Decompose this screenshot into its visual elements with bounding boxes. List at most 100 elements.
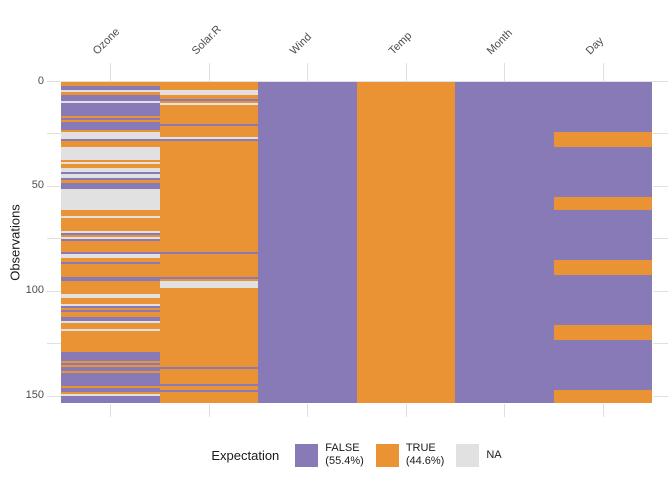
tile-run-na	[61, 237, 160, 240]
tile-run-false	[61, 396, 160, 403]
tile-run-false	[61, 316, 160, 321]
tile-run-na	[61, 146, 160, 160]
tile-run-na	[61, 174, 160, 179]
tile-run-true	[61, 331, 160, 353]
tile-run-false	[61, 239, 160, 242]
gridline-stub-bottom	[307, 404, 309, 417]
tile-run-false	[61, 352, 160, 361]
tile-run-true	[61, 257, 160, 263]
tile-run-false	[159, 98, 258, 101]
tile-run-false	[61, 366, 160, 372]
tile-run-false	[159, 383, 258, 387]
gridline-stub-top	[504, 63, 506, 82]
tile-run-false	[61, 94, 160, 101]
tile-run-true	[356, 82, 455, 403]
tile-run-true	[61, 159, 160, 162]
tile-run-true	[61, 241, 160, 252]
gridline-stub-right	[653, 238, 668, 240]
tile-run-false	[61, 251, 160, 254]
tile-run-false	[61, 86, 160, 91]
gridline-stub-top	[307, 63, 309, 82]
tile-run-false	[61, 262, 160, 265]
tile-run-true	[61, 371, 160, 374]
gridline-stub-left	[47, 290, 61, 292]
gridline-stub-right	[653, 81, 668, 82]
tile-run-false	[61, 138, 160, 141]
tile-run-false	[61, 178, 160, 181]
tile-run-true	[61, 297, 160, 305]
legend-item-label: TRUE (44.6%)	[406, 442, 445, 468]
y-tick-label: 50	[31, 179, 44, 192]
gridline-stub-top	[110, 63, 112, 82]
col-label-solar-r: Solar.R	[189, 23, 224, 58]
tile-run-true	[159, 105, 258, 124]
tile-run-false	[61, 362, 160, 365]
tile-run-true	[61, 209, 160, 217]
tile-run-false	[61, 232, 160, 235]
legend-item-true: TRUE (44.6%)	[375, 442, 445, 468]
tile-grid	[61, 82, 652, 403]
tile-run-true	[61, 163, 160, 168]
tile-run-false	[61, 373, 160, 386]
tile-run-na	[61, 320, 160, 323]
tile-run-na	[61, 329, 160, 332]
tile-run-false	[61, 117, 160, 120]
tile-run-true	[61, 322, 160, 330]
column-day	[553, 82, 652, 403]
tile-run-false	[61, 387, 160, 393]
tile-run-na	[61, 161, 160, 164]
column-wind	[258, 82, 357, 403]
tile-run-na	[159, 102, 258, 106]
tile-run-false	[159, 138, 258, 141]
tile-run-true	[61, 281, 160, 294]
tile-run-na	[61, 253, 160, 258]
tile-run-false	[553, 147, 652, 198]
column-month	[455, 82, 554, 403]
tile-run-false	[61, 121, 160, 131]
tile-run-true	[61, 140, 160, 147]
tile-run-false	[159, 390, 258, 393]
tile-run-na	[61, 132, 160, 139]
legend: Expectation FALSE (55.4%) TRUE (44.6%) NA	[61, 438, 652, 472]
tile-run-true	[61, 264, 160, 277]
tile-run-na	[61, 230, 160, 233]
tile-run-na	[61, 90, 160, 93]
tile-run-false	[159, 277, 258, 280]
tile-run-na	[61, 188, 160, 210]
legend-label-percent: (55.4%)	[325, 455, 364, 467]
tile-run-false	[61, 102, 160, 116]
col-label-day: Day	[583, 34, 606, 58]
tile-run-na	[159, 136, 258, 139]
tile-run-false	[553, 82, 652, 133]
tile-run-true	[61, 385, 160, 388]
tile-run-true	[159, 100, 258, 103]
tile-run-false	[553, 209, 652, 261]
column-temp	[356, 82, 455, 403]
tile-run-false	[553, 274, 652, 326]
tile-run-na	[61, 167, 160, 173]
tile-run-true	[159, 279, 258, 282]
gridline-stub-bottom	[504, 404, 506, 417]
tile-run-true	[159, 287, 258, 368]
gridline-y0	[47, 81, 668, 82]
gridline-stub-left	[47, 81, 61, 82]
tile-run-true	[61, 308, 160, 311]
tile-run-true	[61, 234, 160, 238]
legend-swatch-false	[295, 443, 319, 467]
tile-run-true	[61, 392, 160, 395]
legend-label-text: NA	[486, 448, 502, 461]
column-solar-r	[159, 82, 258, 403]
tile-run-true	[61, 218, 160, 231]
col-label-ozone: Ozone	[91, 25, 123, 58]
tile-run-true	[159, 369, 258, 384]
legend-swatch-na	[456, 443, 480, 467]
tile-run-false	[159, 367, 258, 370]
tile-run-true	[159, 253, 258, 278]
tile-run-true	[61, 130, 160, 133]
tile-run-na	[61, 100, 160, 103]
legend-item-label: NA	[486, 449, 501, 462]
gridline-stub-top	[208, 63, 210, 82]
gridline-stub-top	[405, 63, 407, 82]
tile-run-true	[159, 94, 258, 99]
